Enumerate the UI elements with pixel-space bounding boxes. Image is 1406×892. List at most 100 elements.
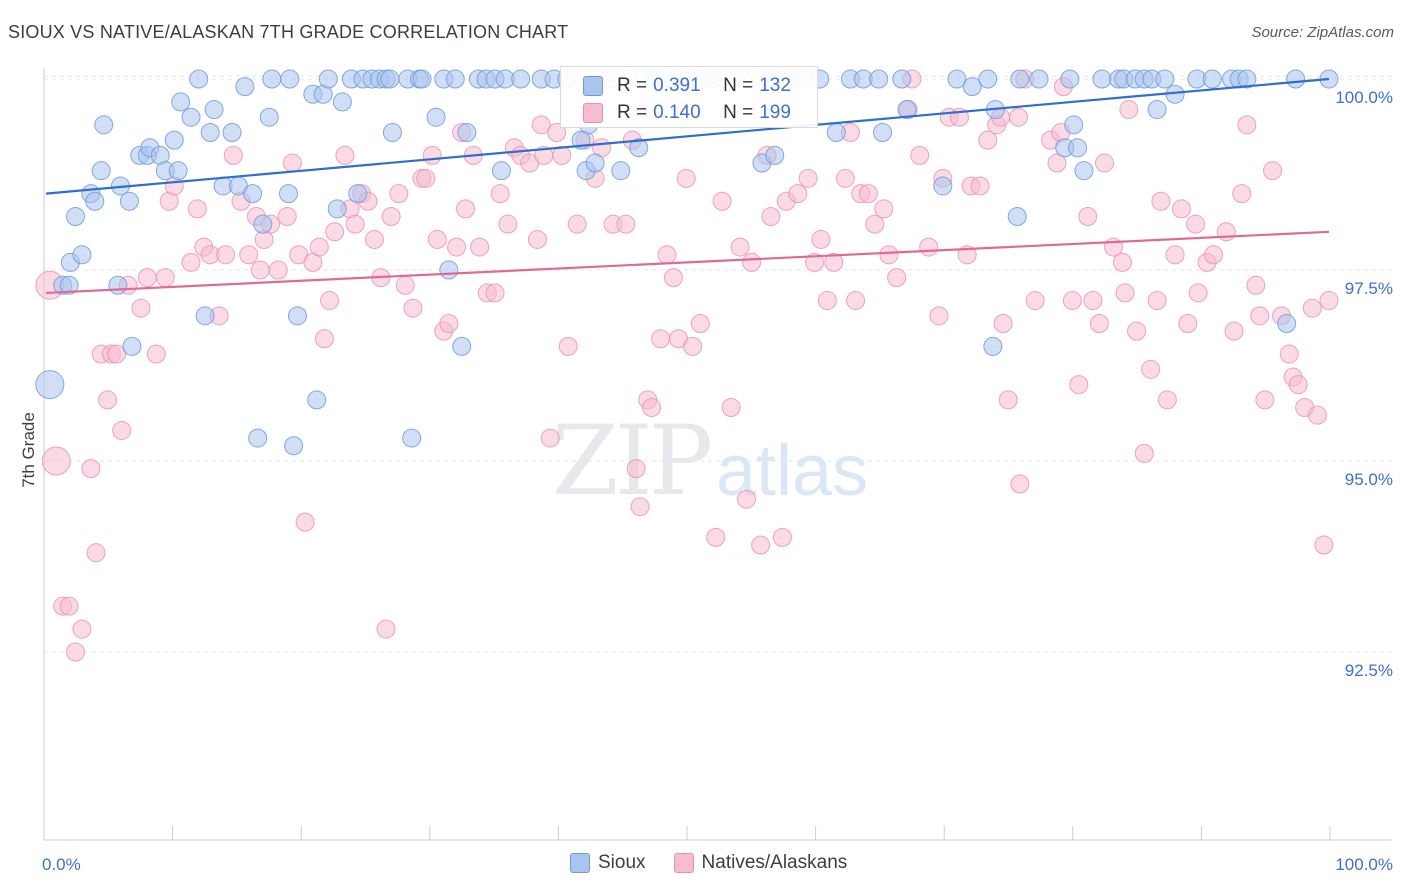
native-point: [998, 390, 1018, 410]
native-point: [742, 252, 762, 272]
sioux-point: [452, 336, 472, 356]
native-point: [268, 260, 288, 280]
native-point: [81, 459, 101, 479]
native-point: [846, 291, 866, 311]
native-point: [1147, 291, 1167, 311]
native-point: [295, 512, 315, 532]
native-point: [558, 336, 578, 356]
native-point: [616, 214, 636, 234]
native-point: [1119, 100, 1139, 120]
native-point: [630, 497, 650, 517]
native-point: [1115, 283, 1135, 303]
sioux-point: [200, 122, 220, 142]
native-point: [155, 268, 175, 288]
sioux-point: [327, 199, 347, 219]
sioux-point: [287, 306, 307, 326]
native-point: [805, 252, 825, 272]
native-point: [320, 291, 340, 311]
native-n-value: 199: [759, 102, 791, 123]
sioux-point: [1060, 69, 1080, 89]
x-tick-label-min: 0.0%: [42, 855, 81, 874]
sioux-point: [164, 130, 184, 150]
sioux-point: [332, 92, 352, 112]
native-point: [41, 446, 71, 476]
native-point: [309, 237, 329, 257]
sioux-point: [248, 428, 268, 448]
native-point: [798, 168, 818, 188]
sioux-point: [168, 161, 188, 181]
native-point: [657, 245, 677, 265]
legend-item-sioux[interactable]: Sioux: [570, 852, 646, 874]
native-point: [1188, 283, 1208, 303]
sioux-point: [826, 122, 846, 142]
sioux-point: [445, 69, 465, 89]
sioux-point: [1092, 69, 1112, 89]
native-point: [239, 245, 259, 265]
sioux-point: [380, 69, 400, 89]
native-point: [59, 596, 79, 616]
native-point: [651, 329, 671, 349]
native-point: [439, 313, 459, 333]
sioux-point: [897, 100, 917, 120]
native-point: [1178, 313, 1198, 333]
sioux-point: [108, 275, 128, 295]
native-point: [978, 130, 998, 150]
native-point: [1204, 245, 1224, 265]
sioux-point: [962, 77, 982, 97]
native-point: [1224, 321, 1244, 341]
sioux-point: [66, 207, 86, 227]
native-point: [1250, 306, 1270, 326]
native-point: [1009, 107, 1029, 127]
native-point: [1157, 390, 1177, 410]
native-point: [910, 145, 930, 165]
bottom-legend: Sioux Natives/Alaskans: [570, 852, 847, 874]
sioux-point: [262, 69, 282, 89]
native-point: [721, 398, 741, 418]
native-point: [72, 619, 92, 639]
native-point: [131, 298, 151, 318]
native-point: [993, 313, 1013, 333]
native-point: [772, 527, 792, 547]
native-point: [1279, 344, 1299, 364]
sioux-point: [72, 245, 92, 265]
native-point: [1094, 153, 1114, 173]
sioux-point: [280, 69, 300, 89]
legend-item-native[interactable]: Natives/Alaskans: [673, 852, 847, 874]
native-point: [683, 336, 703, 356]
native-point: [663, 268, 683, 288]
sioux-point: [253, 214, 273, 234]
native-point: [970, 176, 990, 196]
native-point: [416, 168, 436, 188]
sioux-point: [1010, 69, 1030, 89]
sioux-point: [195, 306, 215, 326]
native-point: [137, 268, 157, 288]
native-point: [1186, 214, 1206, 234]
sioux-point: [278, 184, 298, 204]
native-point: [1246, 275, 1266, 295]
sioux-point: [222, 122, 242, 142]
sioux-point: [439, 260, 459, 280]
native-point: [1307, 405, 1327, 425]
sioux-point: [585, 153, 605, 173]
native-point: [364, 229, 384, 249]
sioux-point: [765, 145, 785, 165]
sioux-point: [511, 69, 531, 89]
stats-row-native: R = 0.140 N = 199: [583, 100, 791, 126]
native-point: [874, 199, 894, 219]
stats-legend: R = 0.391 N = 132 R = 0.140 N = 199: [560, 66, 818, 128]
sioux-point: [284, 436, 304, 456]
native-point: [470, 237, 490, 257]
native-point: [1062, 291, 1082, 311]
sioux-point: [1202, 69, 1222, 89]
sioux-point: [412, 69, 432, 89]
native-point: [187, 199, 207, 219]
sioux-point: [181, 107, 201, 127]
sioux-point: [457, 122, 477, 142]
sioux-swatch: [583, 76, 603, 96]
native-point: [1127, 321, 1147, 341]
native-point: [1069, 375, 1089, 395]
sioux-point: [189, 69, 209, 89]
native-point: [1112, 252, 1132, 272]
sioux-point: [1155, 69, 1175, 89]
sioux-point: [85, 191, 105, 211]
